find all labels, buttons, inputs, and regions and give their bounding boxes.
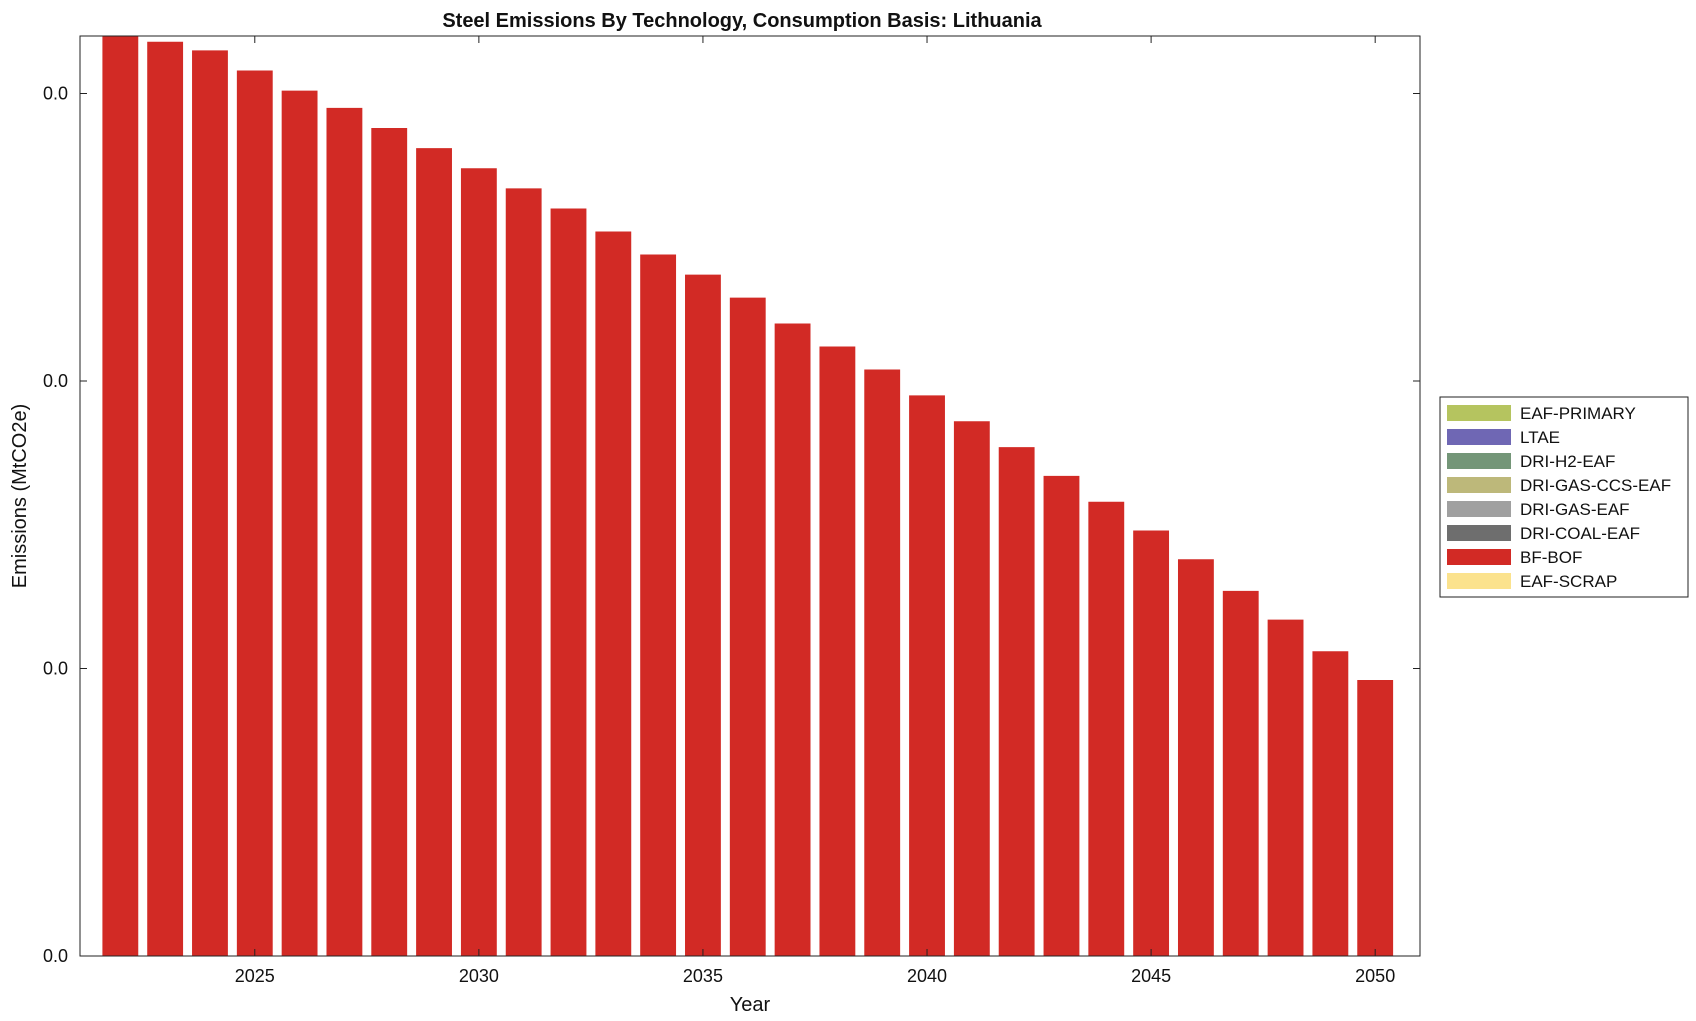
y-tick-label: 0.0: [43, 946, 68, 966]
bar-bf-bof-2025: [236, 70, 273, 956]
axis-ticks: 2025 2030 2035 2040 2045 2050 0.0 0.0 0.0 0.0: [43, 36, 1420, 986]
x-tick-label: 2040: [907, 966, 947, 986]
bar-bf-bof-2043: [1043, 475, 1080, 957]
x-tick-label: 2030: [459, 966, 499, 986]
plot-frame: [79, 35, 1421, 957]
x-tick-label: 2050: [1355, 966, 1395, 986]
x-tick-label: 2035: [683, 966, 723, 986]
legend-label-eaf-primary: EAF-PRIMARY: [1520, 404, 1636, 423]
bar-bf-bof-2027: [326, 107, 363, 957]
y-tick-label: 0.0: [43, 659, 68, 679]
chart-title: Steel Emissions By Technology, Consumpti…: [442, 10, 1042, 32]
legend-swatch-dri-gas-ccs-eaf: [1447, 477, 1511, 493]
legend-label-dri-h2-eaf: DRI-H2-EAF: [1520, 452, 1615, 471]
bar-bf-bof-2050: [1357, 680, 1394, 956]
legend: EAF-PRIMARY LTAE DRI-H2-EAF DRI-GAS-CCS-EAF…: [1439, 396, 1689, 598]
bar-bf-bof-2024: [192, 50, 228, 957]
legend-label-dri-coal-eaf: DRI-COAL-EAF: [1520, 524, 1640, 543]
bar-group: [102, 36, 1394, 957]
bar-bf-bof-2028: [371, 128, 408, 956]
legend-label-dri-gas-ccs-eaf: DRI-GAS-CCS-EAF: [1520, 476, 1671, 495]
bar-bf-bof-2041: [953, 421, 990, 956]
bar-bf-bof-2023: [147, 41, 184, 956]
bar-bf-bof-2040: [909, 395, 945, 957]
y-tick-label: 0.0: [43, 371, 68, 391]
bar-bf-bof-2031: [505, 188, 542, 956]
legend-box: [1439, 396, 1689, 598]
bar-bf-bof-2026: [281, 90, 318, 956]
bar-bf-bof-2042: [998, 447, 1035, 957]
bar-bf-bof-2029: [416, 148, 452, 957]
legend-swatch-dri-h2-eaf: [1447, 453, 1511, 469]
bar-bf-bof-2033: [595, 231, 632, 956]
x-tick-label: 2045: [1131, 966, 1171, 986]
legend-label-dri-gas-eaf: DRI-GAS-EAF: [1520, 500, 1630, 519]
bar-bf-bof-2032: [550, 208, 587, 956]
bar-bf-bof-2039: [864, 369, 901, 956]
bar-bf-bof-2044: [1088, 501, 1125, 956]
legend-label-ltae: LTAE: [1520, 428, 1560, 447]
bar-bf-bof-2045: [1133, 530, 1170, 956]
legend-swatch-bf-bof: [1447, 549, 1511, 565]
x-axis-label: Year: [730, 994, 771, 1016]
bar-bf-bof-2049: [1312, 651, 1349, 956]
bar-bf-bof-2047: [1222, 590, 1259, 957]
legend-label-bf-bof: BF-BOF: [1520, 548, 1582, 567]
legend-swatch-eaf-primary: [1447, 405, 1511, 421]
y-axis-label: Emissions (MtCO2e): [9, 404, 31, 588]
legend-swatch-eaf-scrap: [1447, 573, 1511, 589]
bar-bf-bof-2022: [102, 36, 139, 956]
bar-bf-bof-2036: [729, 297, 766, 957]
bar-bf-bof-2034: [640, 254, 677, 956]
x-tick-label: 2025: [235, 966, 275, 986]
bar-bf-bof-2030: [460, 168, 497, 956]
bar-bf-bof-2046: [1177, 559, 1214, 956]
bar-bf-bof-2035: [685, 274, 721, 956]
y-tick-label: 0.0: [43, 84, 68, 104]
bar-bf-bof-2048: [1267, 619, 1304, 956]
legend-swatch-ltae: [1447, 429, 1511, 445]
bar-bf-bof-2038: [819, 346, 856, 956]
legend-label-eaf-scrap: EAF-SCRAP: [1520, 572, 1617, 591]
bar-bf-bof-2037: [774, 323, 811, 956]
legend-swatch-dri-gas-eaf: [1447, 501, 1511, 517]
legend-swatch-dri-coal-eaf: [1447, 525, 1511, 541]
